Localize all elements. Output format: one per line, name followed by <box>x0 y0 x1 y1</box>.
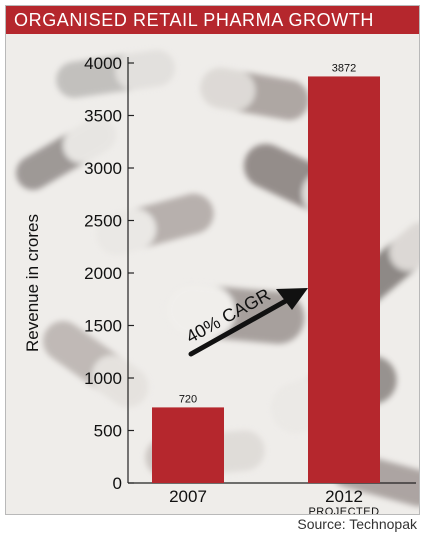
y-tick-label-1000: 1000 <box>84 369 122 388</box>
y-tick-label-500: 500 <box>94 422 122 441</box>
y-tick-label-4000: 4000 <box>84 54 122 73</box>
bar-chart: 0 500 1000 1500 2000 2500 3000 3500 4000 Revenue … <box>23 54 416 515</box>
x-sublabel-2012: PROJECTED <box>308 506 379 515</box>
chart-title: ORGANISED RETAIL PHARMA GROWTH <box>6 6 419 34</box>
x-tick-label-2012: 2012 <box>325 487 363 506</box>
source-note: Source: Technopak <box>297 516 417 532</box>
cagr-arrow-head <box>276 288 308 310</box>
y-axis-title: Revenue in crores <box>23 214 42 352</box>
chart-frame: ORGANISED RETAIL PHARMA GROWTH <box>5 5 420 515</box>
y-tick-label-2500: 2500 <box>84 212 122 231</box>
cagr-arrow-shaft <box>188 295 294 357</box>
data-label-2012: 3872 <box>332 62 356 74</box>
y-tick-label-0: 0 <box>113 474 122 493</box>
y-tick-label-1500: 1500 <box>84 317 122 336</box>
bar-2007 <box>152 407 224 483</box>
y-tick-label-3000: 3000 <box>84 159 122 178</box>
y-tick-label-3500: 3500 <box>84 107 122 126</box>
x-tick-label-2007: 2007 <box>169 487 207 506</box>
bar-2012 <box>308 76 380 483</box>
y-tick-label-2000: 2000 <box>84 264 122 283</box>
data-label-2007: 720 <box>179 393 197 405</box>
